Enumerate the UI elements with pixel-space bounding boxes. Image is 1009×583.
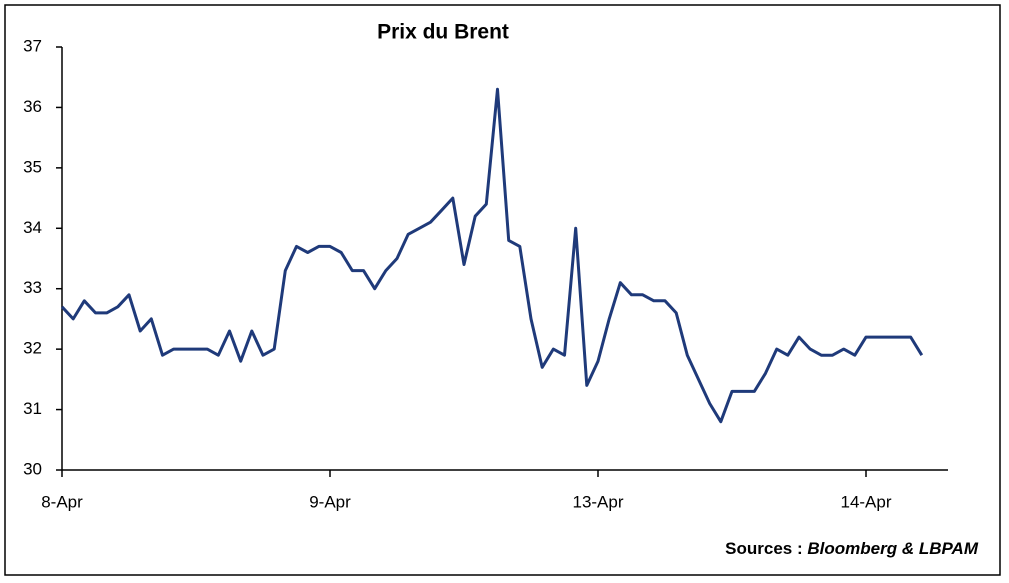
y-tick-label: 37 [23,36,42,55]
x-tick-label: 8-Apr [41,492,83,511]
x-tick-label: 13-Apr [572,492,623,511]
y-tick-label: 31 [23,399,42,418]
y-tick-label: 33 [23,278,42,297]
y-tick-label: 36 [23,97,42,116]
y-tick-label: 35 [23,157,42,176]
y-tick-label: 34 [23,218,42,237]
source-name: Bloomberg & LBPAM [807,539,978,558]
price-line [60,87,924,424]
x-tick-label: 9-Apr [309,492,351,511]
y-tick-label: 30 [23,459,42,478]
chart-title: Prix du Brent [377,21,509,44]
source-prefix: Sources : [725,539,802,558]
source-note: Sources : Bloomberg & LBPAM [725,539,979,558]
frame [4,4,1001,576]
y-tick-label: 32 [23,339,42,358]
x-tick-label: 14-Apr [840,492,891,511]
